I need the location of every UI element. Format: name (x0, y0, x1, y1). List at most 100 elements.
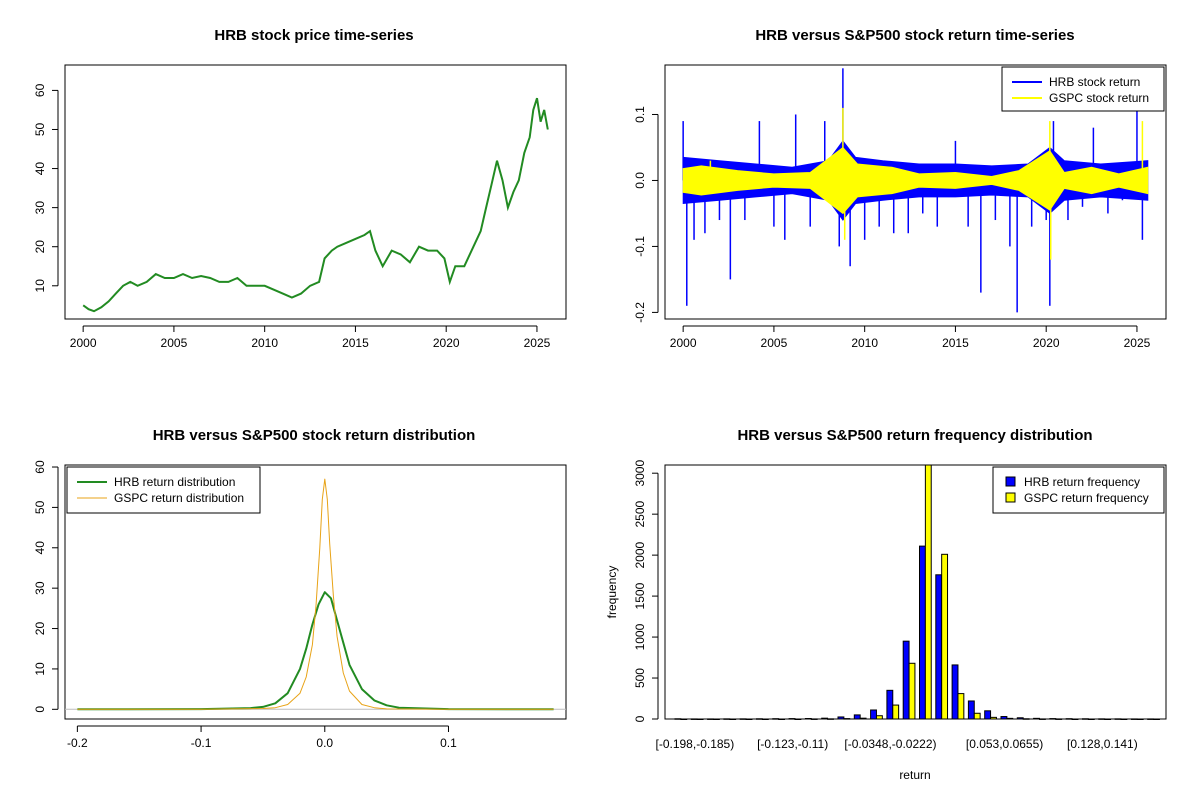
frequency-bar-hrb (674, 718, 682, 720)
x-tick-label: [-0.123,-0.11) (757, 737, 828, 751)
y-tick-label: 50 (33, 500, 47, 514)
frequency-bar-gspc (1104, 718, 1112, 720)
frequency-bar-gspc (957, 693, 965, 720)
y-tick-label: 2500 (633, 500, 647, 527)
x-tick-label: 0.0 (316, 736, 333, 750)
y-tick-label: 10 (33, 662, 47, 676)
frequency-bar-hrb (870, 709, 877, 720)
frequency-bar-gspc (696, 718, 704, 720)
x-tick-label: [0.128,0.141) (1067, 737, 1138, 751)
frequency-legend-swatch-gspc (1005, 492, 1016, 503)
frequency-bar-gspc (1006, 717, 1014, 720)
frequency-bar-gspc (973, 712, 981, 720)
y-tick-label: -0.2 (633, 302, 647, 323)
frequency-bar-gspc (1153, 718, 1160, 720)
y-tick-label: 40 (33, 162, 47, 176)
frequency-bar-gspc (941, 553, 949, 720)
frequency-bar-gspc (875, 715, 883, 720)
frequency-bar-gspc (859, 717, 867, 720)
frequency-y-axis-title: frequency (605, 566, 619, 619)
x-tick-label: 2010 (251, 336, 278, 350)
y-tick-label: 60 (33, 83, 47, 97)
frequency-bar-gspc (1055, 718, 1063, 720)
frequency-plot-box (664, 464, 1167, 720)
price-chart-panel: HRB stock price time-series 2000 2005 2010… (33, 27, 567, 350)
x-tick-label: 0.1 (440, 736, 457, 750)
frequency-chart-title: HRB versus S&P500 return frequency distr… (737, 427, 1092, 444)
frequency-bar-hrb (772, 718, 780, 720)
x-tick-label: 2020 (433, 336, 460, 350)
returns-legend-label-hrb: HRB stock return (1049, 75, 1140, 89)
frequency-x-axis-title: return (899, 768, 930, 782)
price-chart-title: HRB stock price time-series (214, 27, 413, 44)
density-legend: HRB return distribution GSPC return dist… (66, 466, 261, 514)
frequency-y-axis: 0 500 1000 1500 2000 2500 3000 (633, 460, 659, 722)
x-tick-label: [0.053,0.0655) (966, 737, 1043, 751)
frequency-bar-gspc (680, 718, 688, 720)
frequency-bar-hrb (707, 718, 714, 720)
frequency-legend-box (992, 466, 1165, 514)
y-tick-label: 0 (33, 706, 47, 713)
density-y-axis: 0 10 20 30 40 50 60 (33, 460, 59, 713)
y-tick-label: 20 (33, 240, 47, 254)
frequency-bar-hrb (1000, 716, 1008, 720)
y-tick-label: 3000 (633, 460, 647, 487)
frequency-bar-hrb (804, 718, 812, 720)
x-tick-label: [-0.198,-0.185) (656, 737, 735, 751)
frequency-bar-gspc (794, 718, 802, 720)
returns-legend-label-gspc: GSPC stock return (1049, 91, 1149, 105)
y-tick-label: 2000 (633, 541, 647, 568)
x-tick-label: 2020 (1033, 336, 1060, 350)
density-plot-box (64, 464, 567, 720)
frequency-bar-hrb (935, 574, 943, 720)
price-x-axis: 2000 2005 2010 2015 2020 2025 (70, 325, 551, 350)
frequency-bar-hrb (788, 718, 796, 720)
x-tick-label: 2005 (161, 336, 188, 350)
frequency-bar-hrb (690, 718, 698, 720)
density-chart-title: HRB versus S&P500 stock return distribut… (153, 427, 476, 444)
density-x-axis: -0.2 -0.1 0.0 0.1 (67, 725, 457, 750)
frequency-bar-hrb (739, 718, 747, 720)
frequency-bar-hrb (1016, 717, 1024, 720)
frequency-bar-hrb (853, 714, 861, 720)
x-tick-label: 2025 (524, 336, 551, 350)
frequency-chart-panel: HRB versus S&P500 return frequency distr… (605, 427, 1167, 782)
frequency-bar-gspc (810, 718, 818, 720)
frequency-bar-gspc (1038, 718, 1046, 720)
frequency-bar-hrb (1065, 718, 1073, 720)
frequency-legend: HRB return frequency GSPC return frequen… (992, 466, 1165, 514)
returns-legend-box (1001, 66, 1165, 112)
y-tick-label: 30 (33, 201, 47, 215)
frequency-x-axis: [-0.198,-0.185) [-0.123,-0.11) [-0.0348,-0… (656, 737, 1138, 751)
frequency-bar-hrb (984, 710, 992, 720)
y-tick-label: 0 (633, 715, 647, 722)
x-tick-label: 2005 (761, 336, 788, 350)
frequency-bar-gspc (1136, 718, 1144, 720)
frequency-bar-hrb (756, 718, 763, 720)
x-tick-label: 2015 (942, 336, 969, 350)
frequency-bar-hrb (919, 545, 926, 720)
x-tick-label: 2000 (70, 336, 97, 350)
y-tick-label: 1500 (633, 582, 647, 609)
x-tick-label: 2025 (1124, 336, 1151, 350)
returns-x-axis: 2000 2005 2010 2015 2020 2025 (670, 325, 1151, 350)
y-tick-label: 500 (633, 668, 647, 688)
y-tick-label: 60 (33, 460, 47, 474)
frequency-bar-gspc (892, 704, 900, 720)
x-tick-label: -0.1 (191, 736, 212, 750)
returns-chart-panel: HRB versus S&P500 stock return time-seri… (633, 27, 1167, 350)
frequency-bar-hrb (1098, 718, 1106, 720)
price-y-axis: 10 20 30 40 50 60 (33, 83, 59, 292)
x-tick-label: -0.2 (67, 736, 88, 750)
frequency-bar-gspc (778, 718, 786, 720)
returns-plot-box (664, 64, 1167, 320)
returns-chart-title: HRB versus S&P500 stock return time-seri… (755, 27, 1074, 44)
y-tick-label: 50 (33, 122, 47, 136)
frequency-bar-gspc (990, 716, 997, 720)
returns-legend: HRB stock return GSPC stock return (1001, 66, 1165, 112)
x-tick-label: 2010 (851, 336, 878, 350)
frequency-bar-gspc (729, 718, 737, 720)
frequency-bar-hrb (821, 717, 829, 720)
frequency-legend-swatch-hrb (1005, 476, 1016, 487)
